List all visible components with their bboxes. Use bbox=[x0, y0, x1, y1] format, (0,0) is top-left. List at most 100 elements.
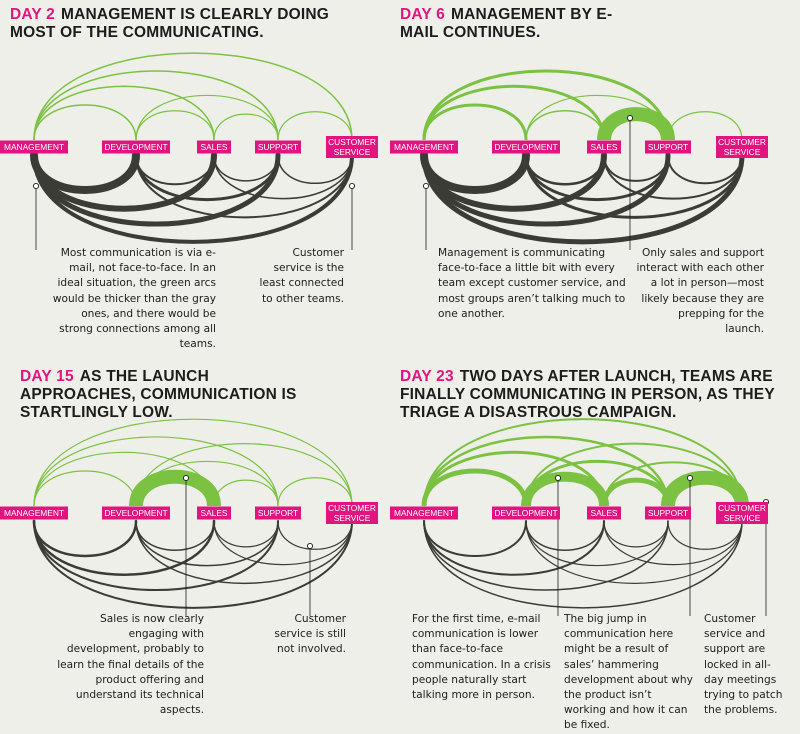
annotation: The big jump in communication here might… bbox=[564, 613, 693, 732]
team-label: SUPPORT bbox=[645, 140, 691, 154]
headline: MANAGEMENT IS CLEARLY DOING MOST OF THE … bbox=[10, 6, 330, 41]
team-label-text: DEVELOPMENT bbox=[494, 142, 557, 152]
panel-day-15: DAY 15 AS THE LAUNCH APPROACHES, COMMUNIC… bbox=[0, 360, 400, 719]
team-label-text: SERVICE bbox=[724, 513, 761, 523]
team-label-text: DEVELOPMENT bbox=[494, 508, 557, 518]
email-arc bbox=[277, 520, 353, 550]
annotation: For the first time, e-mail communication… bbox=[412, 613, 551, 702]
face-to-face-arc bbox=[33, 70, 279, 141]
day-label: DAY 6 bbox=[400, 6, 445, 23]
email-arc bbox=[31, 152, 281, 227]
team-label: SUPPORT bbox=[645, 506, 691, 520]
email-arc bbox=[135, 520, 279, 567]
team-label-text: MANAGEMENT bbox=[394, 142, 454, 152]
email-arc bbox=[421, 152, 745, 245]
face-to-face-arc bbox=[135, 110, 215, 141]
face-to-face-arc bbox=[423, 418, 743, 507]
team-label-text: SUPPORT bbox=[648, 142, 688, 152]
face-to-face-arc bbox=[213, 479, 279, 507]
email-arc bbox=[213, 520, 279, 548]
email-arc bbox=[33, 520, 353, 609]
team-label: DEVELOPMENT bbox=[492, 140, 560, 154]
team-label: DEVELOPMENT bbox=[102, 506, 170, 520]
team-label-bg bbox=[102, 140, 170, 154]
email-arc bbox=[213, 520, 353, 566]
panel-title: DAY 15 AS THE LAUNCH APPROACHES, COMMUNIC… bbox=[20, 368, 320, 422]
email-arc bbox=[134, 153, 280, 201]
face-to-face-arc bbox=[601, 477, 671, 507]
callout-dot bbox=[306, 542, 314, 550]
email-arc bbox=[525, 520, 605, 551]
callout-dot bbox=[348, 182, 356, 190]
panel-day-6: DAY 6 MANAGEMENT BY E-MAIL CONTINUES. MAN… bbox=[390, 0, 790, 359]
face-to-face-arc bbox=[33, 104, 137, 141]
team-label: MANAGEMENT bbox=[0, 506, 68, 520]
team-label-bg bbox=[587, 506, 621, 520]
face-to-face-arc bbox=[213, 113, 279, 141]
email-arc bbox=[213, 154, 353, 200]
team-label-bg bbox=[390, 506, 458, 520]
email-arc bbox=[135, 520, 215, 551]
team-label: DEVELOPMENT bbox=[102, 140, 170, 154]
email-arc bbox=[423, 520, 743, 609]
face-to-face-arc bbox=[422, 69, 670, 141]
annotation: Sales is now clearly engaging with devel… bbox=[57, 613, 204, 717]
email-arc bbox=[421, 152, 671, 227]
face-to-face-arc bbox=[597, 107, 675, 142]
callout-dot bbox=[626, 114, 634, 122]
team-label-bg bbox=[0, 140, 68, 154]
team-label-text: MANAGEMENT bbox=[394, 508, 454, 518]
network-diagram: MANAGEMENT DEVELOPMENT SALES SUPPORT CUSTOME… bbox=[0, 52, 378, 250]
email-arc bbox=[667, 520, 743, 550]
face-to-face-arc bbox=[135, 443, 353, 507]
team-label-bg bbox=[197, 506, 231, 520]
email-arc bbox=[135, 154, 353, 219]
team-label-bg bbox=[102, 506, 170, 520]
email-arc bbox=[524, 153, 670, 201]
callout-dot bbox=[32, 182, 40, 190]
email-arc bbox=[525, 520, 743, 584]
team-label-bg bbox=[390, 140, 458, 154]
team-label-bg bbox=[197, 140, 231, 154]
annotation: Customer service is the least connected … bbox=[259, 247, 344, 305]
email-arc bbox=[423, 520, 669, 591]
face-to-face-arc bbox=[33, 436, 279, 507]
network-diagram: MANAGEMENT DEVELOPMENT SALES SUPPORT CUSTOME… bbox=[390, 69, 768, 250]
team-label-bg bbox=[645, 506, 691, 520]
team-label-text: SERVICE bbox=[724, 147, 761, 157]
team-label-text: SERVICE bbox=[334, 513, 371, 523]
panel-title: DAY 23 TWO DAYS AFTER LAUNCH, TEAMS ARE F… bbox=[400, 368, 780, 422]
team-label-bg bbox=[716, 136, 768, 158]
team-label-text: DEVELOPMENT bbox=[104, 508, 167, 518]
email-arc bbox=[33, 520, 279, 591]
team-label: MANAGEMENT bbox=[390, 506, 458, 520]
team-label-text: CUSTOMER bbox=[718, 137, 766, 147]
panel-title: DAY 2 MANAGEMENT IS CLEARLY DOING MOST OF… bbox=[10, 6, 340, 42]
annotation: Only sales and support interact with eac… bbox=[636, 247, 764, 336]
day-label: DAY 15 bbox=[20, 368, 74, 385]
face-to-face-arc bbox=[33, 470, 137, 507]
team-label: SUPPORT bbox=[255, 140, 301, 154]
email-arc bbox=[525, 520, 669, 567]
panel-day-2: DAY 2 MANAGEMENT IS CLEARLY DOING MOST OF… bbox=[0, 0, 400, 359]
network-diagram: MANAGEMENT DEVELOPMENT SALES SUPPORT CUSTOME… bbox=[390, 418, 770, 616]
team-label-text: SERVICE bbox=[334, 147, 371, 157]
callout-dot bbox=[182, 474, 190, 482]
callout-dot bbox=[554, 474, 562, 482]
email-arc bbox=[423, 520, 605, 576]
email-arc bbox=[32, 519, 216, 576]
panel-title: DAY 6 MANAGEMENT BY E-MAIL CONTINUES. bbox=[400, 6, 620, 42]
team-label-bg bbox=[255, 506, 301, 520]
team-label-text: CUSTOMER bbox=[328, 137, 376, 147]
team-label-text: SALES bbox=[200, 142, 227, 152]
face-to-face-arc bbox=[661, 470, 749, 507]
face-to-face-arc bbox=[33, 85, 215, 141]
team-label-text: SUPPORT bbox=[258, 142, 298, 152]
face-to-face-arc bbox=[422, 84, 606, 141]
callout-dot bbox=[422, 182, 430, 190]
face-to-face-arc bbox=[135, 460, 279, 507]
